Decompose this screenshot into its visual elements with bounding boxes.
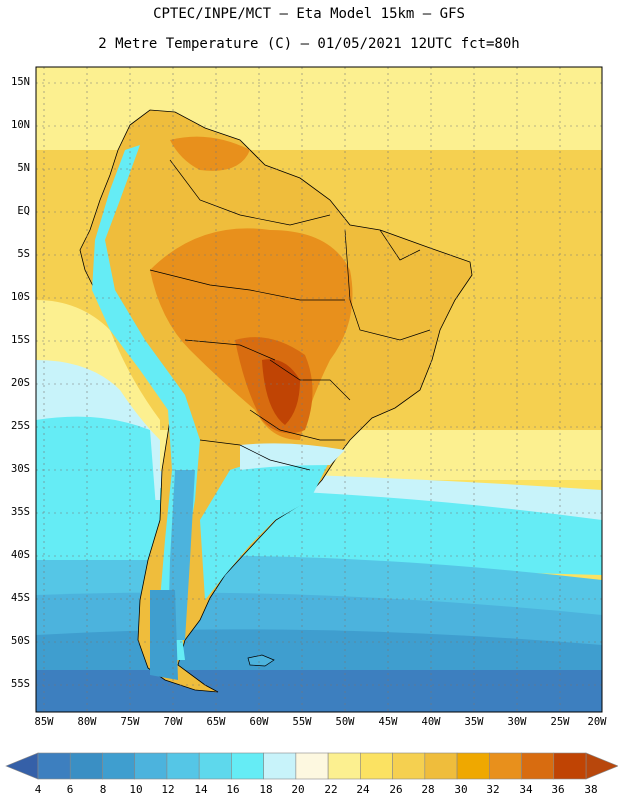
lon-label: 25W <box>550 716 570 728</box>
chart-title: CPTEC/INPE/MCT – Eta Model 15km – GFS <box>153 6 465 22</box>
lat-label: 50S <box>11 635 30 647</box>
colorbar-swatch <box>456 752 490 780</box>
colorbar-label: 4 <box>34 783 42 796</box>
colorbar-label: 12 <box>161 783 175 796</box>
colorbar-label: 26 <box>389 783 403 796</box>
colorbar-swatch <box>360 752 393 780</box>
colorbar-label: 14 <box>194 783 208 796</box>
lat-label: 10N <box>11 119 30 131</box>
lat-label: 20S <box>11 377 30 389</box>
lat-label: 35S <box>11 506 30 518</box>
lon-label: 35W <box>464 716 484 728</box>
lon-label: 20W <box>587 716 607 728</box>
lon-label: 85W <box>34 716 54 728</box>
colorbar-label: 34 <box>519 783 533 796</box>
colorbar-swatch <box>231 752 264 780</box>
country-borders <box>149 159 431 471</box>
lon-label: 40W <box>421 716 441 728</box>
graticule <box>36 67 602 712</box>
colorbar-label: 38 <box>584 783 598 796</box>
colorbar-low-arrow <box>5 752 39 780</box>
lat-label: 10S <box>11 291 30 303</box>
colorbar-label: 24 <box>356 783 370 796</box>
colorbar-swatch <box>69 752 103 780</box>
lon-label: 75W <box>120 716 140 728</box>
lon-label: 60W <box>249 716 269 728</box>
lat-label: 45S <box>11 592 30 604</box>
colorbar-label: 8 <box>99 783 107 796</box>
colorbar-label: 10 <box>129 783 143 796</box>
lon-label: 65W <box>206 716 226 728</box>
colorbar-label: 30 <box>454 783 468 796</box>
lon-label: 50W <box>335 716 355 728</box>
colorbar-high-arrow <box>585 752 618 780</box>
colorbar-swatch <box>488 752 522 780</box>
lon-label: 70W <box>163 716 183 728</box>
colorbar-label: 22 <box>324 783 338 796</box>
lat-label: 15S <box>11 334 30 346</box>
lon-label: 45W <box>378 716 398 728</box>
colorbar-swatch <box>102 752 136 780</box>
lat-label: EQ <box>17 205 30 217</box>
lat-label: 5N <box>17 162 30 174</box>
colorbar-swatch <box>134 752 168 780</box>
colorbar-swatch <box>327 752 361 780</box>
colorbar-label: 28 <box>421 783 435 796</box>
colorbar <box>5 752 618 780</box>
colorbar-swatch <box>37 752 71 780</box>
map-frame <box>35 66 603 713</box>
colorbar-swatch <box>263 752 297 780</box>
lat-label: 55S <box>11 678 30 690</box>
lat-label: 15N <box>11 76 30 88</box>
colorbar-swatch <box>424 752 458 780</box>
colorbar-label: 36 <box>551 783 565 796</box>
colorbar-label: 20 <box>291 783 305 796</box>
colorbar-label: 16 <box>226 783 240 796</box>
colorbar-swatch <box>295 752 329 780</box>
chart-subtitle: 2 Metre Temperature (C) – 01/05/2021 12U… <box>98 36 520 52</box>
colorbar-swatch <box>553 752 587 780</box>
colorbar-swatch <box>392 752 426 780</box>
colorbar-swatch <box>198 752 232 780</box>
temperature-field <box>36 67 602 712</box>
lon-label: 55W <box>292 716 312 728</box>
lon-label: 80W <box>77 716 97 728</box>
colorbar-swatch <box>521 752 555 780</box>
colorbar-label: 18 <box>259 783 273 796</box>
colorbar-label: 6 <box>66 783 74 796</box>
colorbar-swatch <box>166 752 200 780</box>
lat-label: 30S <box>11 463 30 475</box>
colorbar-label: 32 <box>486 783 500 796</box>
lat-label: 25S <box>11 420 30 432</box>
lon-label: 30W <box>507 716 527 728</box>
lat-label: 40S <box>11 549 30 561</box>
lat-label: 5S <box>17 248 30 260</box>
